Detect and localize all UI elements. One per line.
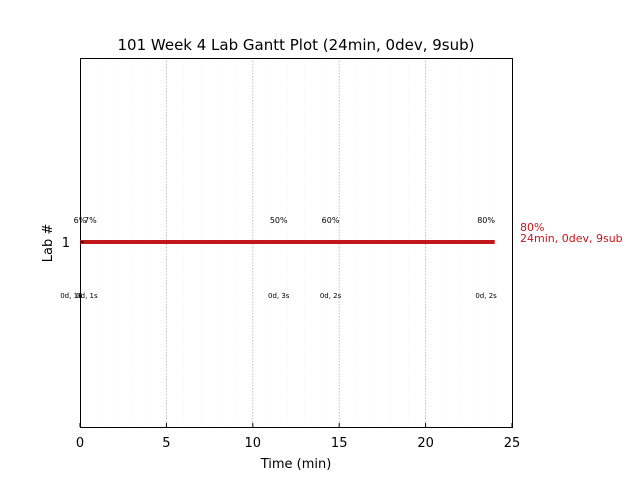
submission-label: 0d, 2s [320,292,342,300]
submission-label: 0d, 1s [76,292,98,300]
percent-label: 6% [74,216,87,225]
x-tick-label: 5 [162,436,170,451]
chart-title: 101 Week 4 Lab Gantt Plot (24min, 0dev, … [117,36,474,54]
submission-label: 0d, 3s [268,292,290,300]
submission-label: 0d, 16 [60,292,83,300]
end-annotation: 80% 24min, 0dev, 9sub [520,221,623,245]
y-tick-label: 1 [62,236,70,251]
y-axis-ticks: 1 [62,236,84,251]
percent-label: 80% [477,216,495,225]
end-annotation-percent: 80% [520,221,544,234]
x-axis-label: Time (min) [260,457,332,472]
percent-label: 60% [322,216,340,225]
percent-label: 50% [270,216,288,225]
x-tick-label: 20 [417,436,434,451]
percent-label: 7% [84,216,97,225]
x-tick-label: 0 [76,436,84,451]
y-axis-label: Lab # [41,224,56,263]
x-tick-label: 10 [245,436,262,451]
end-annotation-summary: 24min, 0dev, 9sub [520,232,623,245]
x-tick-label: 25 [504,436,521,451]
x-axis-ticks: 0 5 10 15 20 25 [76,423,520,451]
submission-label: 0d, 2s [475,292,497,300]
x-tick-label: 15 [331,436,348,451]
